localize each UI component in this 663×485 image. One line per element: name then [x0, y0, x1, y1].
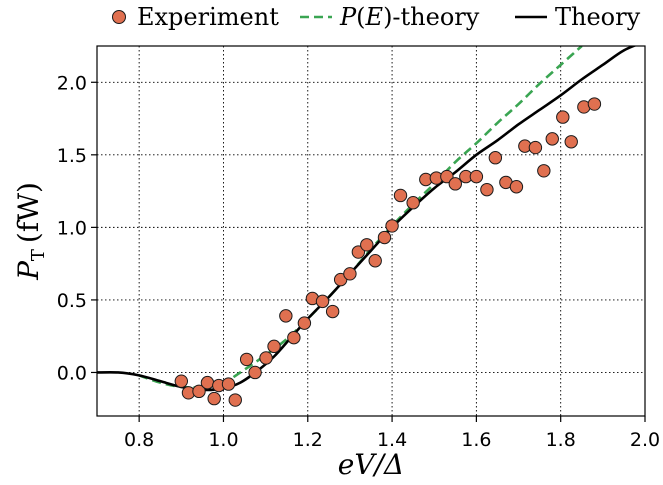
experiment-point	[315, 294, 330, 309]
experiment-point	[440, 169, 454, 184]
experiment-point	[287, 330, 301, 345]
y-axis-label: PT (fW)	[12, 182, 49, 281]
experiment-point	[448, 177, 463, 191]
legend-label-theory: Theory	[555, 3, 641, 31]
experiment-point	[239, 352, 254, 367]
x-tick-label: 1.2	[293, 429, 323, 451]
experiment-point	[267, 339, 281, 354]
x-axis-ticks: 0.8 1.0 1.2 1.4 1.6 1.8 2.0	[124, 416, 660, 451]
experiment-point	[528, 140, 543, 155]
y-tick-label: 0.5	[57, 290, 87, 312]
x-tick-label: 1.0	[208, 429, 238, 451]
experiment-point	[385, 219, 399, 233]
grid-horizontal	[97, 81, 645, 373]
experiment-point	[221, 377, 236, 391]
experiment-point	[488, 151, 503, 165]
experiment-point	[377, 230, 392, 245]
svg-text:PT(fW): PT (fW)	[12, 182, 49, 281]
legend-marker-experiment	[112, 10, 126, 24]
y-axis-ticks: 0.0 0.5 1.0 1.5 2.0	[57, 72, 97, 384]
experiment-point	[207, 391, 221, 406]
legend-label-experiment: Experiment	[137, 3, 279, 31]
plot-area	[97, 46, 645, 416]
legend: Experiment P(E)-theory Theory	[112, 3, 641, 31]
x-axis-label: eV/Δ	[338, 448, 404, 481]
experiment-point	[564, 135, 578, 149]
x-tick-label: 2.0	[630, 429, 660, 451]
experiment-point	[279, 309, 293, 323]
experiment-point	[228, 393, 242, 407]
scatter-points	[174, 97, 602, 407]
experiment-point	[192, 384, 206, 399]
experiment-point	[200, 375, 215, 390]
experiment-point	[248, 365, 262, 380]
y-tick-label: 0.0	[57, 362, 87, 384]
experiment-point	[259, 351, 273, 365]
experiment-point	[343, 267, 357, 281]
y-axis-label-sub: T	[28, 249, 49, 261]
experiment-point	[480, 182, 494, 197]
x-tick-label: 1.4	[377, 429, 407, 451]
legend-label-pe-theory: P(E)-theory	[339, 3, 480, 31]
experiment-point	[393, 188, 408, 203]
y-tick-label: 1.5	[57, 145, 87, 167]
y-tick-label: 1.0	[57, 217, 87, 239]
experiment-point	[556, 110, 570, 124]
y-axis-label-main: P	[12, 260, 45, 281]
x-tick-label: 1.6	[461, 429, 491, 451]
experiment-point	[174, 374, 189, 388]
experiment-point	[360, 238, 374, 252]
plot-frame	[96, 45, 646, 417]
experiment-point	[509, 180, 524, 194]
y-tick-label: 2.0	[57, 72, 87, 94]
x-tick-label: 1.8	[546, 429, 576, 451]
experiment-point	[469, 169, 484, 184]
experiment-point	[368, 254, 382, 268]
experiment-point	[587, 97, 602, 111]
experiment-point	[351, 245, 366, 259]
experiment-point	[537, 164, 551, 178]
experiment-point	[545, 132, 559, 146]
experiment-point	[297, 316, 312, 330]
experiment-point	[325, 304, 340, 319]
x-tick-label: 0.8	[124, 429, 154, 451]
y-axis-label-unit: (fW)	[12, 182, 45, 243]
experiment-point	[406, 196, 420, 210]
